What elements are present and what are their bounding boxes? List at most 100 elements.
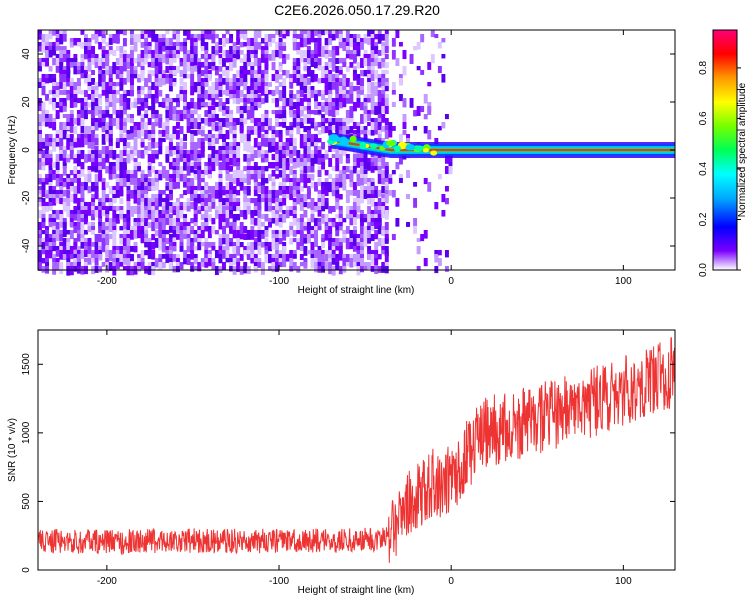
heatmap-cell: [321, 194, 326, 204]
heatmap-cell: [370, 182, 375, 188]
heatmap-cell: [342, 258, 347, 268]
heatmap-cell: [303, 154, 308, 161]
heatmap-cell: [140, 42, 145, 48]
heatmap-cell: [356, 194, 361, 199]
heatmap-cell: [119, 46, 124, 54]
heatmap-cell: [303, 106, 308, 111]
heatmap-cell: [105, 122, 110, 132]
heatmap-cell: [168, 254, 173, 259]
heatmap-cell: [38, 238, 42, 247]
heatmap-cell: [101, 206, 106, 211]
heatmap-cell: [328, 174, 333, 179]
heatmap-cell: [69, 142, 74, 150]
heatmap-cell: [59, 102, 64, 109]
heatmap-cell: [310, 262, 315, 269]
heatmap-cell: [229, 38, 234, 43]
heatmap-cell: [176, 122, 180, 129]
heatmap-cell: [377, 78, 382, 84]
heatmap-cell: [370, 254, 375, 259]
heatmap-cell: [73, 166, 78, 174]
carrier-blob: [386, 140, 396, 147]
heatmap-cell: [190, 74, 195, 84]
heatmap-cell: [370, 110, 375, 115]
heatmap-cell: [335, 182, 340, 189]
heatmap-cell: [222, 90, 226, 95]
heatmap-cell: [310, 250, 315, 256]
heatmap-cell: [91, 86, 96, 94]
heatmap-cell: [296, 90, 301, 95]
heatmap-cell: [84, 70, 88, 77]
heatmap-cell: [264, 70, 269, 77]
heatmap-cell: [161, 202, 166, 210]
heatmap-cell: [130, 78, 134, 86]
heatmap-cell: [211, 162, 216, 172]
heatmap-cell: [246, 114, 251, 120]
heatmap-cell: [158, 230, 163, 240]
heatmap-cell: [165, 134, 170, 140]
heatmap-cell: [328, 142, 333, 147]
heatmap-cell: [211, 98, 216, 106]
heatmap-cell: [317, 42, 322, 50]
heatmap-cell: [444, 114, 449, 120]
heatmap-cell: [239, 226, 244, 235]
heatmap-cell: [112, 198, 117, 204]
heatmap-cell: [310, 230, 315, 236]
heatmap-cell: [278, 206, 283, 213]
heatmap-cell: [303, 202, 308, 208]
heatmap-cell: [41, 242, 46, 250]
heatmap-cell: [239, 134, 244, 143]
heatmap-cell: [183, 234, 188, 239]
heatmap-cell: [349, 258, 354, 268]
heatmap-cell: [45, 50, 50, 55]
heatmap-cell: [335, 110, 340, 116]
heatmap-cell: [275, 250, 280, 255]
heatmap-cell: [246, 62, 251, 67]
heatmap-cell: [335, 190, 340, 197]
heatmap-cell: [352, 154, 357, 164]
heatmap-cell: [115, 254, 120, 262]
heatmap-cell: [416, 106, 421, 116]
heatmap-cell: [41, 218, 46, 224]
heatmap-cell: [168, 250, 173, 257]
heatmap-cell: [38, 58, 42, 63]
heatmap-cell: [200, 90, 205, 95]
heatmap-cell: [282, 234, 287, 241]
heatmap-cell: [59, 126, 64, 132]
heatmap-cell: [214, 182, 219, 192]
heatmap-cell: [282, 154, 287, 159]
heatmap-cell: [200, 178, 205, 183]
heatmap-cell: [91, 198, 96, 205]
heatmap-cell: [321, 106, 326, 113]
heatmap-cell: [381, 102, 386, 108]
heatmap-cell: [119, 238, 124, 245]
heatmap-cell: [356, 254, 361, 263]
heatmap-cell: [137, 90, 142, 97]
heatmap-cell: [278, 230, 283, 238]
heatmap-cell: [176, 146, 180, 151]
heatmap-cell: [303, 238, 308, 244]
heatmap-cell: [243, 202, 248, 211]
heatmap-cell: [370, 190, 375, 195]
heatmap-cell: [324, 38, 329, 46]
heatmap-cell: [317, 182, 322, 187]
heatmap-cell: [168, 114, 173, 121]
heatmap-cell: [55, 66, 60, 73]
heatmap-cell: [133, 206, 138, 215]
heatmap-cell: [80, 58, 85, 65]
heatmap-cell: [105, 146, 110, 155]
heatmap-cell: [236, 38, 241, 45]
heatmap-cell: [119, 246, 124, 252]
heatmap-cell: [232, 226, 237, 234]
heatmap-cell: [62, 86, 67, 92]
heatmap-cell: [130, 74, 134, 79]
heatmap-cell: [225, 30, 230, 35]
heatmap-cell: [94, 174, 99, 183]
heatmap-cell: [190, 58, 195, 66]
heatmap-cell: [200, 138, 205, 145]
heatmap-cell: [391, 126, 396, 131]
heatmap-cell: [253, 198, 258, 203]
heatmap-cell: [243, 246, 248, 254]
heatmap-cell: [352, 102, 357, 112]
heatmap-cell: [55, 250, 60, 257]
